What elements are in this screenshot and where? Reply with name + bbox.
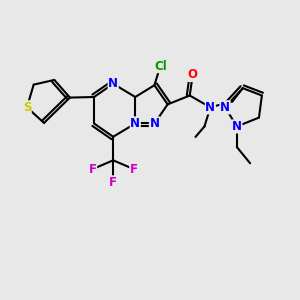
Text: S: S — [23, 101, 31, 114]
Text: Cl: Cl — [154, 60, 167, 73]
Text: N: N — [149, 117, 159, 130]
Text: N: N — [220, 101, 230, 114]
Text: N: N — [108, 77, 118, 90]
Text: F: F — [109, 176, 117, 189]
Text: N: N — [130, 117, 140, 130]
Text: O: O — [188, 68, 198, 81]
Text: N: N — [232, 120, 242, 133]
Text: F: F — [130, 163, 138, 176]
Text: F: F — [88, 163, 97, 176]
Text: N: N — [206, 101, 215, 114]
